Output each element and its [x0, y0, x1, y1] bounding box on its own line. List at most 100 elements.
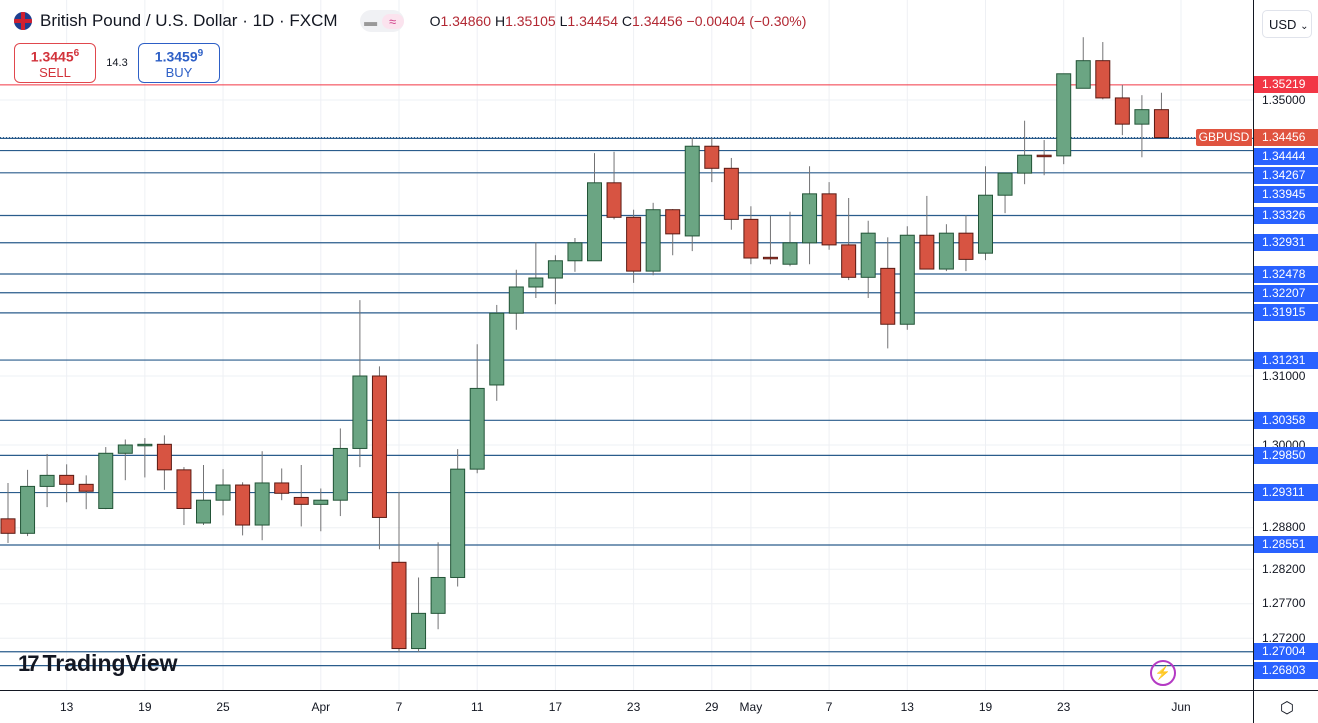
candle	[567, 238, 583, 272]
candle	[1134, 95, 1150, 158]
time-tick-label: Apr	[311, 700, 331, 714]
lightning-icon[interactable]: ⚡	[1150, 660, 1176, 686]
level-price-label: 1.27004	[1254, 643, 1318, 661]
close-label: C	[621, 13, 633, 29]
candle-body	[547, 260, 563, 279]
candle	[1075, 37, 1091, 89]
settings-icon[interactable]: ⬡	[1280, 700, 1294, 717]
buy-pip: 9	[197, 48, 204, 59]
high-value: 1.35105	[505, 13, 556, 29]
time-tick-label: May	[739, 700, 763, 714]
candle-body	[117, 444, 133, 454]
price-tick-label: 1.35000	[1262, 92, 1306, 107]
buy-button[interactable]: 1.34599 BUY	[138, 43, 220, 83]
candle-body	[1095, 60, 1111, 99]
candle-body	[450, 468, 466, 578]
candle	[723, 157, 739, 230]
price-tick-label: 1.28200	[1262, 561, 1306, 576]
currency-value: USD	[1269, 17, 1297, 32]
candle-body	[626, 216, 642, 272]
candle-body	[215, 484, 231, 501]
candle	[1153, 92, 1169, 139]
candle-body	[39, 474, 55, 487]
candle	[899, 226, 915, 330]
candle	[117, 439, 133, 481]
candle	[626, 209, 642, 283]
time-axis[interactable]: 13 19 25 Apr 7 11 17 23 29 May 7 13 19 23 Jun	[0, 690, 1253, 723]
candle-body	[860, 232, 876, 278]
currency-select[interactable]: USD ⌄	[1262, 10, 1312, 38]
time-tick-label: 19	[138, 700, 152, 714]
level-price-label: 1.26803	[1254, 662, 1318, 680]
candle	[704, 137, 720, 183]
price-axis[interactable]: USD ⌄ 1.35000 1.31000 1.30000 1.28800 1.2820…	[1253, 0, 1318, 723]
price-tick-label: 1.31000	[1262, 368, 1306, 383]
candle-body	[430, 576, 446, 614]
chart-plot-area[interactable]: British Pound / U.S. Dollar · 1D · FXCM …	[0, 0, 1253, 690]
candle	[802, 166, 818, 265]
candle-body	[1056, 73, 1072, 157]
sell-price: 1.3445	[30, 48, 74, 65]
candle	[1095, 42, 1111, 100]
candle-body	[137, 443, 153, 447]
candle-body	[821, 193, 837, 246]
candle-body	[665, 209, 681, 235]
candle	[235, 482, 251, 536]
candle	[841, 197, 857, 281]
level-price-label: 1.30358	[1254, 411, 1318, 429]
wave-icon[interactable]: ≈	[381, 13, 404, 29]
buy-label: BUY	[165, 64, 193, 80]
tradingview-logo[interactable]: 17 TradingView	[18, 650, 178, 677]
candle-body	[469, 387, 485, 470]
candle	[1017, 120, 1033, 185]
candle-body	[782, 242, 798, 265]
symbol-title[interactable]: British Pound / U.S. Dollar · 1D · FXCM	[40, 11, 338, 30]
candle	[391, 491, 407, 652]
time-tick-label: 25	[216, 700, 230, 714]
logo-text: TradingView	[42, 650, 178, 676]
candle	[587, 153, 602, 262]
candle-body	[156, 443, 172, 471]
candle-body	[645, 209, 661, 272]
symbol-legend: British Pound / U.S. Dollar · 1D · FXCM …	[14, 10, 806, 32]
candle-body	[606, 182, 622, 218]
candle	[0, 482, 16, 543]
buy-price: 1.3459	[154, 48, 198, 65]
price-tick-label: 1.28800	[1262, 520, 1306, 535]
candle-body	[371, 375, 387, 518]
resistance-price-label: 1.35219	[1254, 76, 1318, 94]
candle	[528, 242, 544, 299]
candle	[156, 435, 172, 490]
level-price-label: 1.34267	[1254, 167, 1318, 185]
candle-body	[743, 218, 759, 259]
candle-body	[254, 482, 270, 526]
candle-body	[332, 447, 348, 501]
level-price-label: 1.32478	[1254, 265, 1318, 283]
hide-icon[interactable]: ▬	[364, 13, 378, 29]
candle	[469, 344, 485, 474]
axis-corner: ⬡	[1254, 690, 1318, 723]
sell-button[interactable]: 1.34456 SELL	[14, 43, 96, 83]
candle	[215, 469, 231, 516]
sell-pip: 6	[73, 48, 80, 59]
symbol-price-tag: GBPUSD	[1196, 129, 1252, 147]
low-label: L	[559, 13, 568, 29]
candle-body	[489, 312, 505, 386]
candle	[430, 542, 446, 630]
time-tick-label: 23	[1057, 700, 1071, 714]
candle	[59, 464, 75, 503]
candle-body	[587, 182, 602, 262]
time-tick-label: 29	[705, 700, 719, 714]
candle	[489, 304, 505, 401]
candle-body	[235, 484, 251, 526]
candlestick-chart[interactable]	[0, 0, 1253, 690]
candle-body	[1017, 154, 1033, 174]
candle	[606, 151, 622, 220]
price-tick-label: 1.27700	[1262, 596, 1306, 611]
candle-body	[78, 483, 94, 492]
indicator-toggle[interactable]: ▬ ≈	[359, 10, 404, 32]
time-tick-label: 11	[470, 700, 484, 714]
time-tick-label: 7	[825, 700, 833, 714]
level-price-label: 1.32207	[1254, 284, 1318, 302]
candle-body	[919, 234, 935, 270]
